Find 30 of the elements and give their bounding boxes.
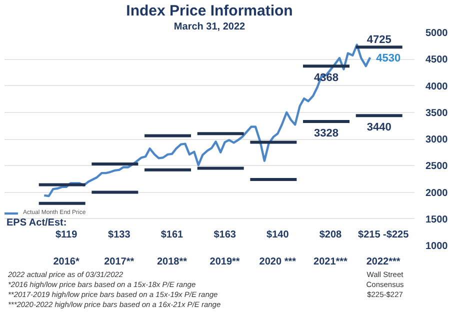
annotation: $140 — [266, 230, 290, 240]
y-tick-label: 2500 — [426, 161, 448, 172]
annotation: $208 — [319, 230, 342, 240]
chart-subtitle: March 31, 2022 — [174, 22, 246, 32]
x-tick-label: 2021*** — [314, 256, 348, 268]
chart-title: Index Price Information — [126, 2, 293, 20]
annotation: EPS Act/Est: — [6, 218, 67, 228]
y-tick-label: 1500 — [426, 214, 448, 226]
x-tick-label: 2020 *** — [259, 256, 296, 268]
data-label: 3328 — [314, 128, 339, 140]
y-tick-label: 1000 — [426, 241, 448, 252]
data-label: 3440 — [366, 122, 392, 134]
annotation: $215 -$225 — [358, 230, 410, 240]
data-label: 4530 — [376, 52, 401, 65]
y-tick-label: 4000 — [426, 81, 448, 92]
data-label: 4725 — [366, 34, 392, 46]
y-tick-label: 3500 — [426, 108, 448, 119]
y-tick-label: 4500 — [426, 54, 448, 66]
y-tick-label: 5000 — [426, 28, 448, 39]
y-tick-label: 3000 — [426, 134, 448, 146]
annotation: $161 — [160, 230, 184, 240]
annotation: $119 — [55, 230, 78, 240]
annotation: $163 — [214, 230, 236, 240]
x-tick-label: 2018** — [156, 256, 188, 268]
annotation: $133 — [108, 230, 131, 240]
x-tick-label: 2022*** — [366, 256, 400, 268]
x-tick-label: 2019** — [210, 256, 240, 268]
y-tick-label: 2000 — [426, 188, 448, 199]
x-tick-label: 2017** — [104, 256, 134, 268]
x-tick-label: 2016* — [53, 256, 80, 268]
